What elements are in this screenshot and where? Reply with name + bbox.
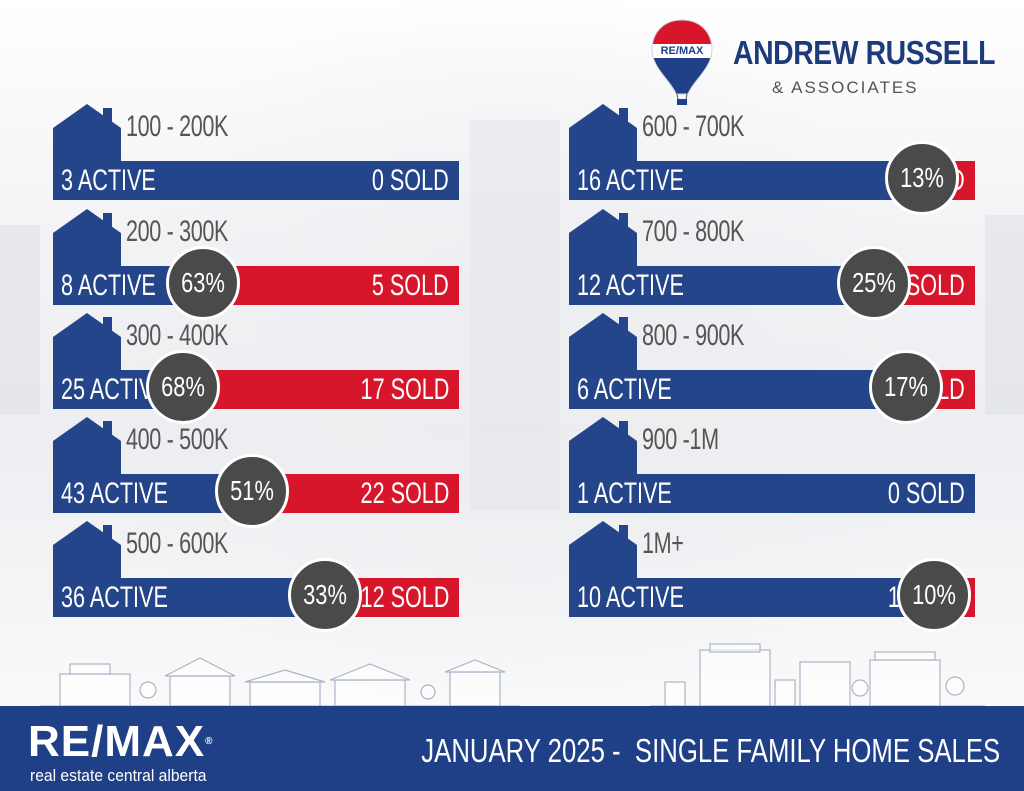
- sold-bar: [203, 266, 459, 305]
- active-count-label: 1 ACTIVE: [577, 477, 672, 510]
- price-range-row: 400 - 500K 43 ACTIVE 22 SOLD 51%: [53, 417, 459, 528]
- active-count-label: 12 ACTIVE: [577, 269, 684, 302]
- house-icon: [53, 313, 121, 379]
- active-bar: 25 ACTIVE 17 SOLD: [53, 370, 459, 409]
- active-count-label: 8 ACTIVE: [61, 269, 156, 302]
- price-range-row: 500 - 600K 36 ACTIVE 12 SOLD 33%: [53, 521, 459, 632]
- sold-bar: [183, 370, 459, 409]
- active-bar: 8 ACTIVE 5 SOLD: [53, 266, 459, 305]
- sold-percent-badge: 33%: [288, 558, 362, 632]
- sold-percent-label: 13%: [900, 162, 944, 193]
- active-count-label: 43 ACTIVE: [61, 477, 168, 510]
- footer: RE/MAX® real estate central alberta JANU…: [0, 706, 1024, 791]
- sold-percent-label: 33%: [303, 579, 347, 610]
- price-range-row: 100 - 200K 3 ACTIVE 0 SOLD: [53, 104, 459, 204]
- house-icon: [53, 417, 121, 483]
- price-range-label: 600 - 700K: [642, 110, 745, 143]
- sold-count-label: 22 SOLD: [360, 477, 449, 510]
- active-count-label: 36 ACTIVE: [61, 581, 168, 614]
- sold-percent-badge: 10%: [897, 558, 971, 632]
- sold-count-label: 0 SOLD: [888, 477, 965, 510]
- price-range-row: 200 - 300K 8 ACTIVE 5 SOLD 63%: [53, 209, 459, 320]
- sold-percent-label: 68%: [161, 371, 205, 402]
- sold-count-label: 12 SOLD: [360, 581, 449, 614]
- price-range-label: 200 - 300K: [126, 215, 229, 248]
- footer-remax-logo: RE/MAX®: [28, 717, 214, 766]
- house-icon: [569, 521, 637, 587]
- sold-count-label: 0 SOLD: [372, 164, 449, 197]
- sold-percent-badge: 17%: [869, 350, 943, 424]
- price-range-label: 800 - 900K: [642, 319, 745, 352]
- brand-subtitle: & ASSOCIATES: [772, 78, 919, 97]
- balloon-text: RE/MAX: [661, 45, 704, 57]
- active-count-label: 3 ACTIVE: [61, 164, 156, 197]
- house-icon: [569, 313, 637, 379]
- sold-percent-label: 17%: [884, 371, 928, 402]
- price-range-label: 900 -1M: [642, 423, 719, 456]
- price-range-row: 300 - 400K 25 ACTIVE 17 SOLD 68%: [53, 313, 459, 424]
- active-bar: 12 ACTIVE 3 SOLD: [569, 266, 975, 305]
- footer-tagline: real estate central alberta: [30, 766, 207, 785]
- active-bar: 36 ACTIVE 12 SOLD: [53, 578, 459, 617]
- skyline-illustration: [40, 643, 985, 707]
- sold-percent-label: 25%: [852, 267, 896, 298]
- footer-title: JANUARY 2025 - SINGLE FAMILY HOME SALES: [421, 732, 1000, 769]
- active-count-label: 6 ACTIVE: [577, 373, 672, 406]
- sold-percent-badge: 13%: [885, 141, 959, 215]
- price-range-row: 900 -1M 1 ACTIVE 0 SOLD: [569, 417, 975, 517]
- sold-percent-label: 63%: [181, 267, 225, 298]
- sold-percent-badge: 68%: [146, 350, 220, 424]
- sold-count-label: 5 SOLD: [372, 269, 449, 302]
- price-range-row: 700 - 800K 12 ACTIVE 3 SOLD 25%: [569, 209, 975, 320]
- house-icon: [53, 104, 121, 170]
- price-range-label: 500 - 600K: [126, 527, 229, 560]
- house-icon: [53, 209, 121, 275]
- sold-percent-badge: 25%: [837, 246, 911, 320]
- sold-percent-label: 10%: [912, 579, 956, 610]
- active-count-label: 16 ACTIVE: [577, 164, 684, 197]
- active-bar: 1 ACTIVE 0 SOLD: [569, 474, 975, 513]
- brand-name: ANDREW RUSSELL: [733, 34, 996, 71]
- house-icon: [569, 209, 637, 275]
- price-range-label: 400 - 500K: [126, 423, 229, 456]
- house-icon: [569, 104, 637, 170]
- sold-percent-badge: 51%: [215, 454, 289, 528]
- price-range-label: 1M+: [642, 527, 684, 560]
- active-count-label: 10 ACTIVE: [577, 581, 684, 614]
- price-range-label: 100 - 200K: [126, 110, 229, 143]
- price-range-label: 700 - 800K: [642, 215, 745, 248]
- remax-balloon-logo: RE/MAX: [651, 19, 713, 105]
- sold-percent-label: 51%: [230, 475, 274, 506]
- sold-percent-badge: 63%: [166, 246, 240, 320]
- sold-count-label: 17 SOLD: [360, 373, 449, 406]
- house-icon: [569, 417, 637, 483]
- house-icon: [53, 521, 121, 587]
- price-range-label: 300 - 400K: [126, 319, 229, 352]
- active-bar: 3 ACTIVE 0 SOLD: [53, 161, 459, 200]
